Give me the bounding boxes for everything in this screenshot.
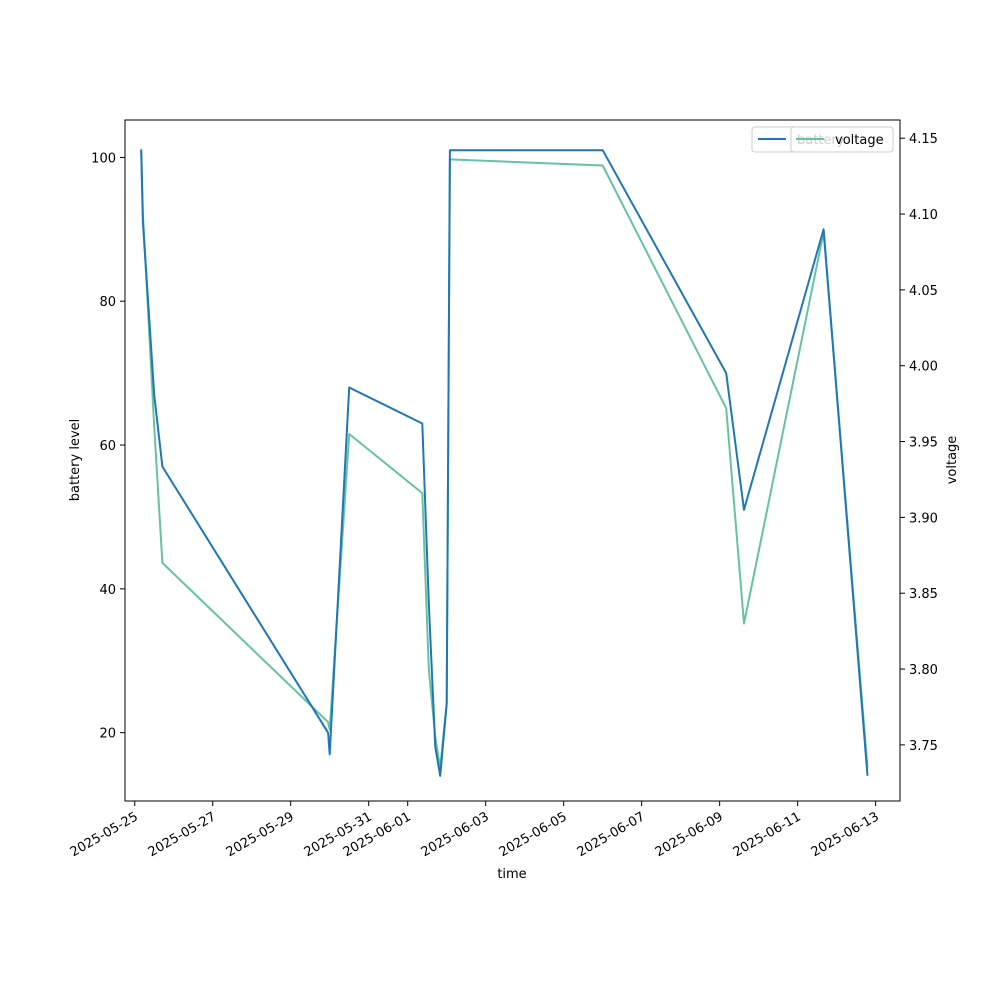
right-tick-label: 4.15 xyxy=(909,132,938,147)
x-tick-label: 2025-06-07 xyxy=(575,809,648,860)
x-tick-label: 2025-05-25 xyxy=(68,809,141,860)
series-line-battery xyxy=(140,149,869,777)
right-tick-label: 4.00 xyxy=(909,360,938,375)
right-axis-ticks: 3.75 3.80 3.85 3.90 3.95 4.00 4.05 4.10 4.15 xyxy=(900,132,938,754)
left-axis-label: battery level xyxy=(68,419,83,502)
legend-voltage: voltage xyxy=(790,126,894,153)
right-tick-label: 4.10 xyxy=(909,208,938,223)
plot-area xyxy=(125,120,900,801)
left-tick-label: 60 xyxy=(99,439,116,454)
right-axis-label: voltage xyxy=(945,436,960,485)
right-tick-label: 3.85 xyxy=(909,587,938,602)
legend-voltage-box xyxy=(790,126,894,153)
x-tick-label: 2025-06-03 xyxy=(419,809,492,860)
series-layer xyxy=(140,148,869,777)
left-tick-label: 80 xyxy=(99,295,116,310)
series-line-voltage xyxy=(140,148,869,769)
plot-frame xyxy=(124,119,901,802)
left-tick-label: 20 xyxy=(99,727,116,742)
right-tick-label: 3.95 xyxy=(909,436,938,451)
legend-voltage-label: voltage xyxy=(835,133,884,148)
right-tick-label: 3.80 xyxy=(909,663,938,678)
x-axis-label: time xyxy=(497,867,526,882)
x-tick-label: 2025-06-09 xyxy=(653,809,726,860)
x-tick-label: 2025-06-13 xyxy=(809,809,882,860)
x-tick-label: 2025-06-11 xyxy=(731,809,804,860)
right-tick-label: 3.90 xyxy=(909,511,938,526)
left-tick-label: 100 xyxy=(91,151,116,166)
x-axis-ticks: 2025-05-25 2025-05-27 2025-05-29 2025-05-31… xyxy=(68,801,882,860)
x-tick-label: 2025-05-27 xyxy=(146,809,219,860)
right-tick-label: 4.05 xyxy=(909,284,938,299)
x-tick-label: 2025-05-29 xyxy=(224,809,297,860)
left-tick-label: 40 xyxy=(99,583,116,598)
left-axis-ticks: 20 40 60 80 100 xyxy=(91,151,125,742)
right-tick-label: 3.75 xyxy=(909,739,938,754)
x-tick-label: 2025-06-05 xyxy=(497,809,570,860)
